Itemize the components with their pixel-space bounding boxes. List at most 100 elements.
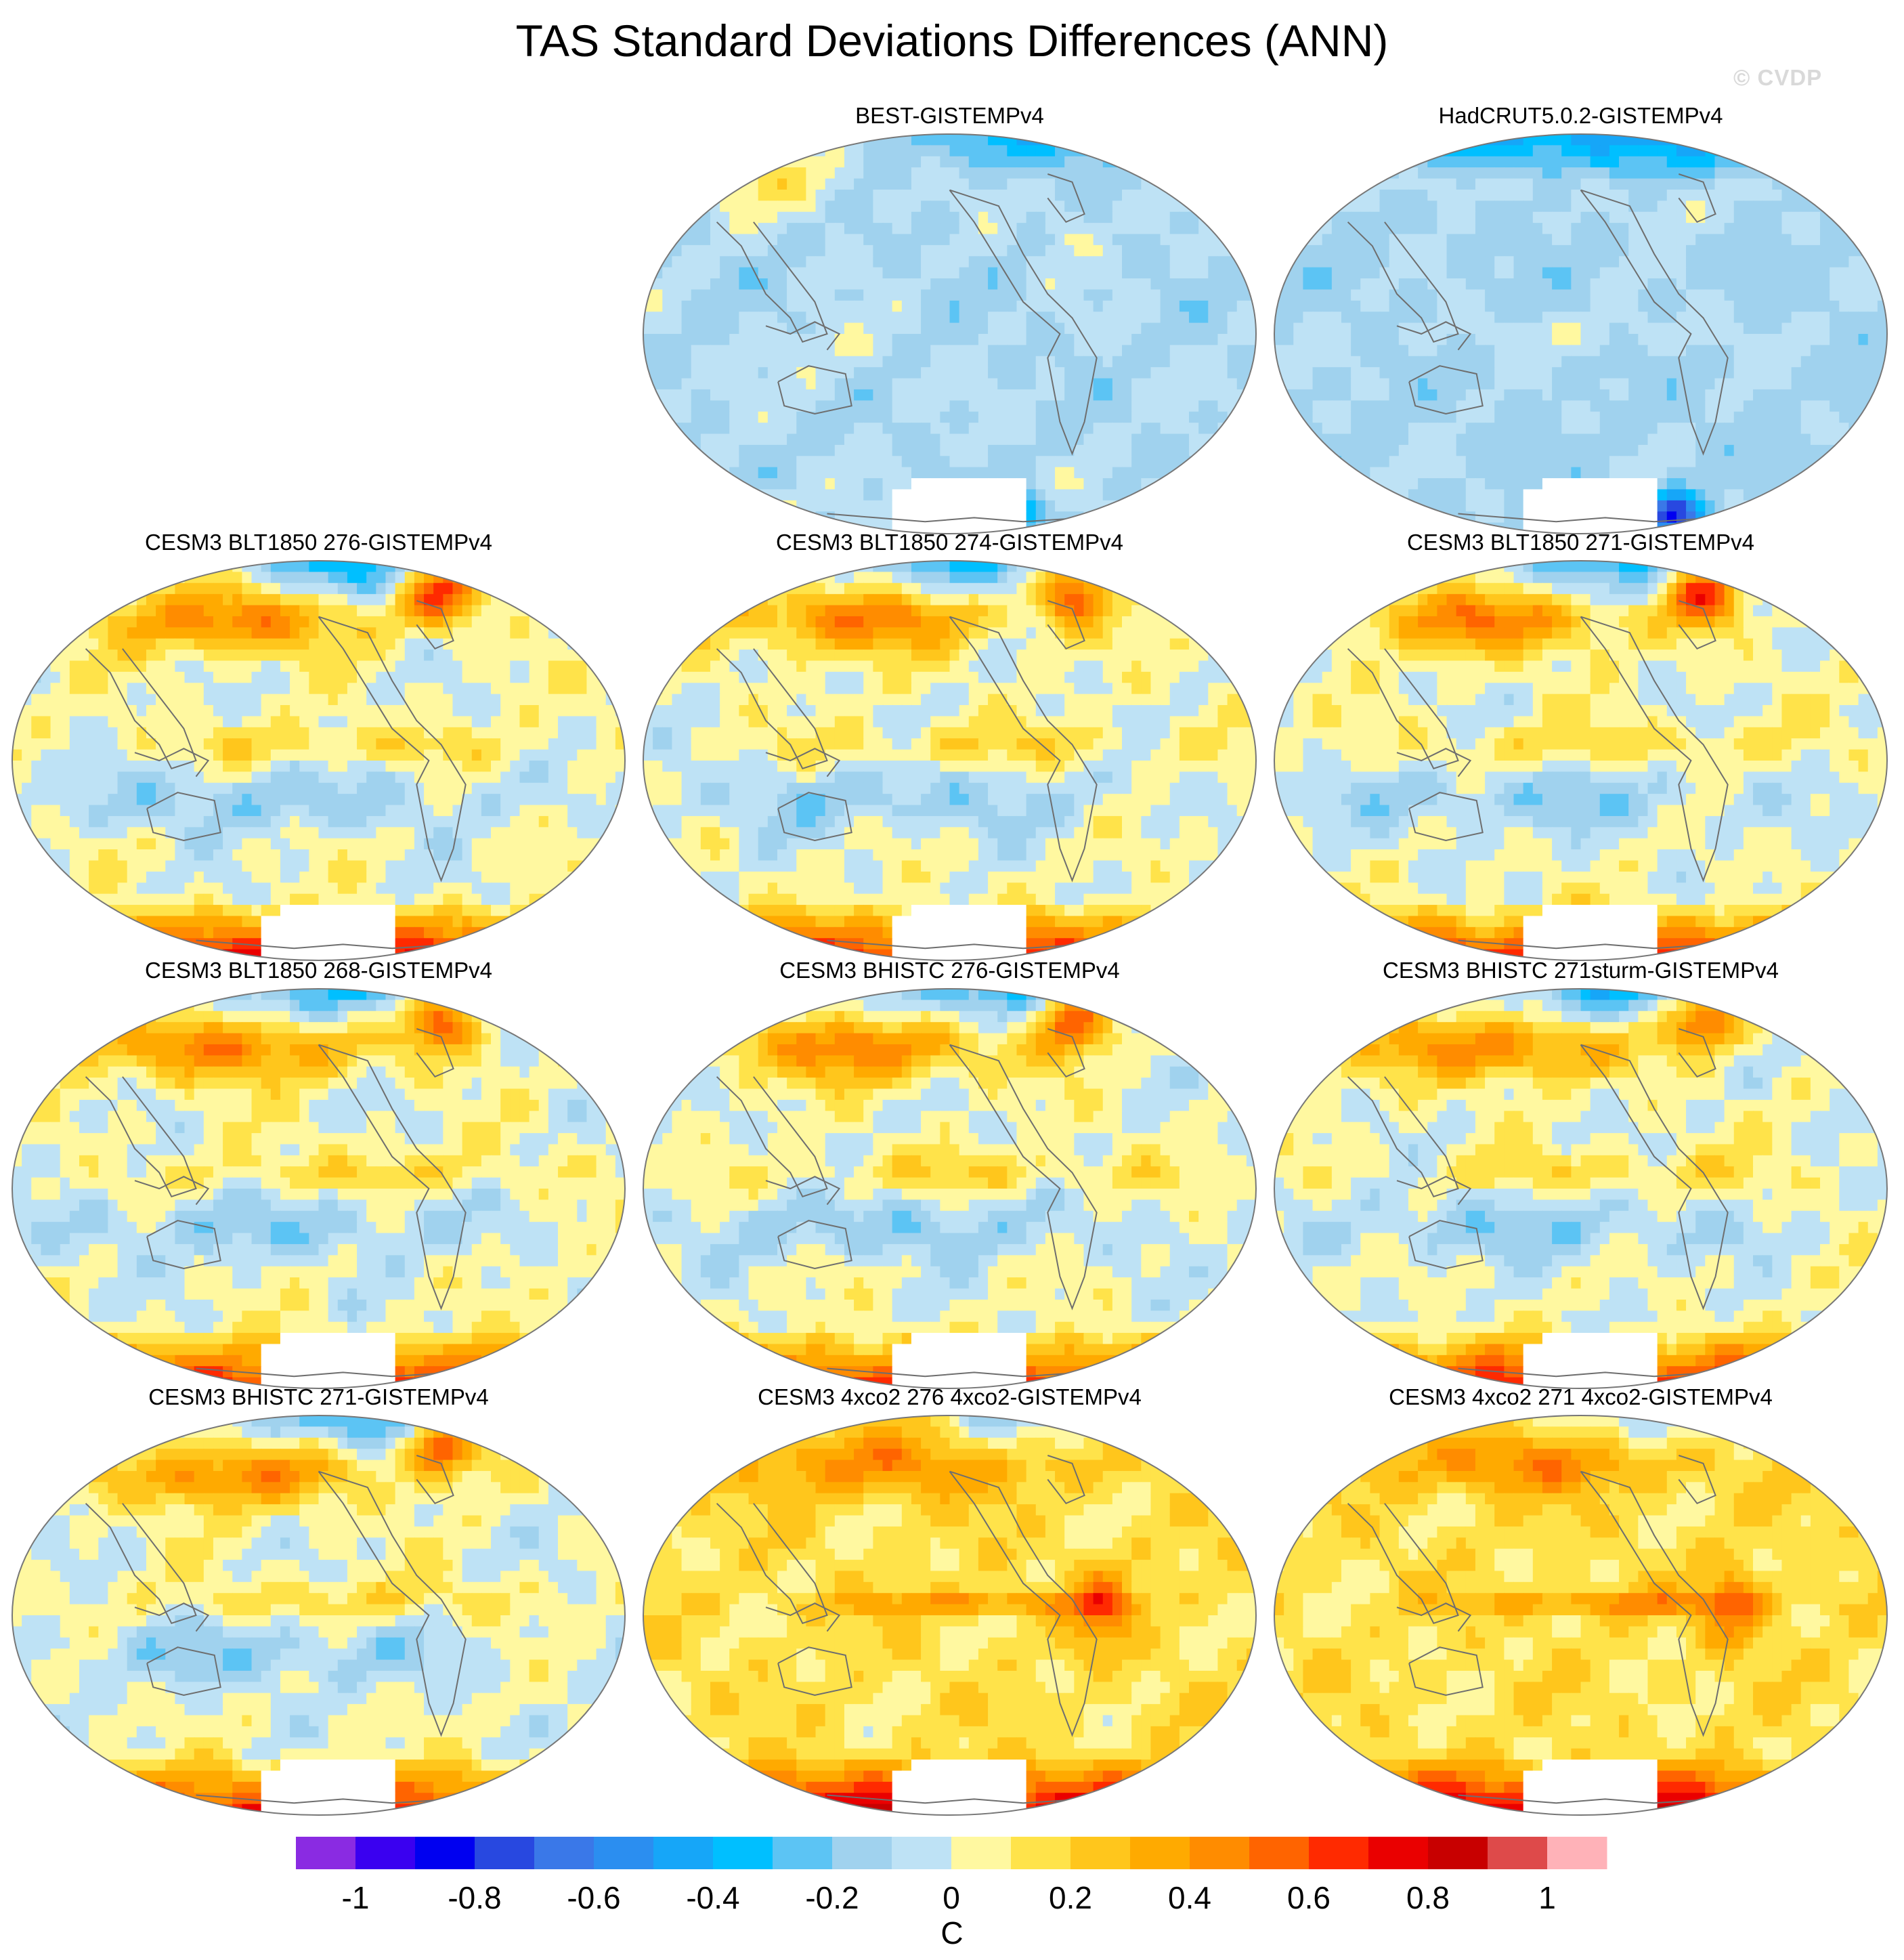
- field-cell: [1398, 356, 1409, 368]
- field-cell: [1437, 467, 1448, 479]
- field-cell: [1007, 334, 1018, 345]
- field-cell: [949, 256, 960, 268]
- field-cell: [806, 300, 817, 312]
- field-cell: [1695, 356, 1706, 368]
- field-cell: [1830, 234, 1840, 246]
- field-cell: [165, 605, 175, 617]
- field-cell: [777, 511, 787, 524]
- field-cell: [1122, 322, 1132, 335]
- field-cell: [758, 500, 769, 512]
- field-cell: [1714, 244, 1725, 257]
- field-cell: [1398, 467, 1409, 479]
- field-cell: [1781, 234, 1792, 246]
- field-cell: [1705, 178, 1716, 190]
- field-cell: [69, 594, 80, 606]
- field-cell: [223, 582, 233, 595]
- field-cell: [662, 489, 673, 501]
- field-cell: [1839, 400, 1850, 412]
- field-cell: [1830, 267, 1840, 279]
- field-cell: [1246, 478, 1256, 490]
- field-cell: [643, 511, 653, 524]
- field-cell: [940, 256, 951, 268]
- field-cell: [1284, 489, 1294, 501]
- field-cell: [1122, 134, 1132, 146]
- field-cell: [1513, 256, 1524, 268]
- field-cell: [854, 433, 864, 446]
- field-cell: [1198, 345, 1209, 357]
- field-cell: [710, 234, 720, 246]
- field-cell: [1830, 134, 1840, 146]
- field-cell: [834, 356, 845, 368]
- field-cell: [1714, 500, 1725, 512]
- field-cell: [452, 561, 463, 572]
- field-cell: [1360, 522, 1371, 534]
- field-cell: [1179, 134, 1190, 146]
- field-cell: [959, 145, 970, 157]
- field-cell: [1532, 411, 1543, 423]
- field-cell: [1331, 400, 1342, 412]
- field-cell: [1398, 278, 1409, 291]
- field-cell: [1093, 167, 1104, 179]
- field-cell: [968, 223, 979, 235]
- field-cell: [662, 511, 673, 524]
- field-cell: [1227, 500, 1238, 512]
- field-cell: [1446, 456, 1457, 468]
- field-cell: [1160, 134, 1171, 146]
- field-cell: [1208, 145, 1219, 157]
- field-cell: [653, 511, 663, 524]
- field-cell: [1609, 444, 1620, 456]
- field-cell: [50, 594, 61, 606]
- field-cell: [232, 561, 242, 572]
- field-cell: [50, 605, 61, 617]
- field-cell: [117, 561, 128, 572]
- field-cell: [1571, 444, 1582, 456]
- field-cell: [1074, 334, 1085, 345]
- field-cell: [988, 167, 998, 179]
- field-cell: [681, 356, 692, 368]
- field-cell: [1093, 267, 1104, 279]
- field-cell: [357, 582, 367, 595]
- field-cell: [1093, 467, 1104, 479]
- field-cell: [1714, 267, 1725, 279]
- field-cell: [892, 200, 903, 213]
- field-cell: [1781, 334, 1792, 345]
- field-cell: [1456, 189, 1467, 201]
- field-cell: [1007, 456, 1018, 468]
- field-cell: [1284, 289, 1294, 301]
- field-cell: [1198, 156, 1209, 168]
- field-cell: [1666, 433, 1677, 446]
- field-cell: [1437, 489, 1448, 501]
- field-cell: [1007, 289, 1018, 301]
- field-cell: [1045, 389, 1056, 401]
- field-cell: [280, 561, 290, 572]
- field-cell: [1580, 145, 1591, 157]
- field-cell: [1074, 312, 1085, 324]
- field-cell: [1389, 189, 1400, 201]
- field-cell: [739, 134, 750, 146]
- field-cell: [1141, 256, 1152, 268]
- field-cell: [653, 456, 663, 468]
- field-cell: [1236, 500, 1247, 512]
- field-cell: [1647, 444, 1658, 456]
- field-cell: [1284, 345, 1294, 357]
- field-cell: [1446, 156, 1457, 168]
- field-cell: [1599, 167, 1610, 179]
- field-cell: [1408, 312, 1419, 324]
- field-cell: [1609, 223, 1620, 235]
- field-cell: [844, 167, 854, 179]
- field-cell: [1437, 223, 1448, 235]
- field-cell: [1638, 356, 1649, 368]
- field-cell: [1561, 145, 1572, 157]
- field-cell: [1408, 456, 1419, 468]
- field-cell: [1877, 244, 1887, 257]
- field-cell: [1370, 511, 1381, 524]
- field-cell: [1628, 244, 1639, 257]
- field-cell: [1456, 367, 1467, 379]
- field-cell: [1007, 223, 1018, 235]
- field-cell: [806, 244, 817, 257]
- field-cell: [729, 267, 740, 279]
- field-cell: [1619, 356, 1629, 368]
- field-cell: [1580, 433, 1591, 446]
- field-cell: [710, 356, 720, 368]
- field-cell: [1303, 178, 1314, 190]
